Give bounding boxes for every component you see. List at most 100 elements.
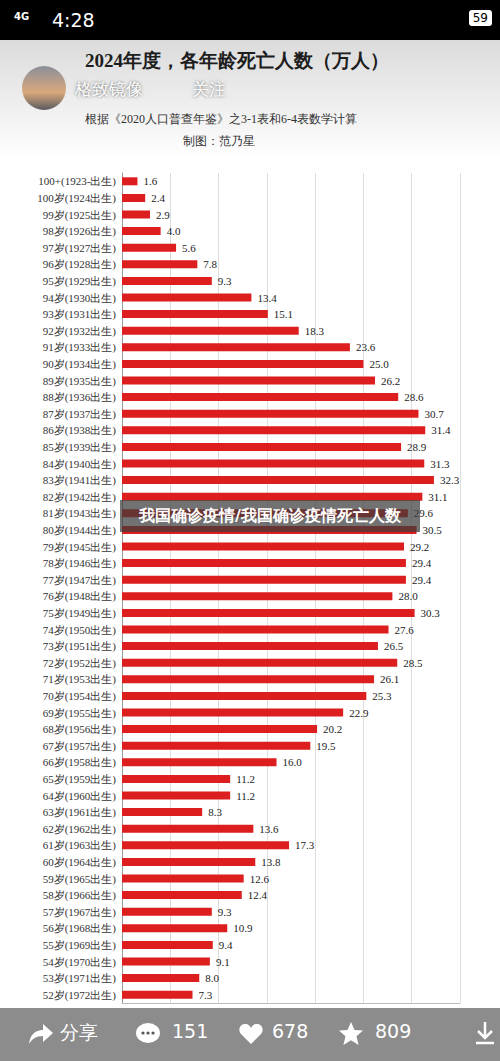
svg-text:60岁(1964出生): 60岁(1964出生)	[43, 856, 117, 869]
svg-text:25.3: 25.3	[372, 690, 392, 702]
svg-text:18.3: 18.3	[305, 325, 325, 337]
svg-text:64岁(1960出生): 64岁(1960出生)	[43, 790, 117, 803]
svg-text:59岁(1965出生): 59岁(1965出生)	[43, 873, 117, 886]
svg-text:13.4: 13.4	[257, 292, 277, 304]
svg-text:2.9: 2.9	[156, 209, 170, 221]
svg-text:31.1: 31.1	[428, 491, 447, 503]
svg-text:71岁(1953出生): 71岁(1953出生)	[43, 673, 117, 686]
svg-text:根据《2020人口普查年鉴》之3-1表和6-4表数学计算: 根据《2020人口普查年鉴》之3-1表和6-4表数学计算	[85, 112, 357, 126]
svg-text:65岁(1959出生): 65岁(1959出生)	[43, 773, 117, 786]
svg-text:28.6: 28.6	[404, 391, 424, 403]
svg-text:9.3: 9.3	[218, 275, 232, 287]
svg-text:13.6: 13.6	[259, 823, 279, 835]
svg-text:53岁(1971出生): 53岁(1971出生)	[43, 972, 117, 985]
svg-text:29.2: 29.2	[410, 541, 429, 553]
svg-text:11.2: 11.2	[236, 773, 255, 785]
svg-text:70岁(1954出生): 70岁(1954出生)	[43, 690, 117, 703]
svg-text:100+(1923-出生): 100+(1923-出生)	[38, 175, 116, 188]
svg-text:12.4: 12.4	[248, 889, 268, 901]
svg-text:67岁(1957出生): 67岁(1957出生)	[43, 740, 117, 753]
svg-text:10.9: 10.9	[233, 922, 253, 934]
svg-text:73岁(1951出生): 73岁(1951出生)	[43, 640, 117, 653]
svg-text:2.4: 2.4	[151, 192, 165, 204]
svg-text:68岁(1956出生): 68岁(1956出生)	[43, 723, 117, 736]
svg-text:66岁(1958出生): 66岁(1958出生)	[43, 756, 117, 769]
svg-text:12.6: 12.6	[250, 873, 270, 885]
svg-text:29.4: 29.4	[412, 557, 432, 569]
svg-text:94岁(1930出生): 94岁(1930出生)	[43, 292, 117, 305]
svg-text:29.6: 29.6	[414, 507, 434, 519]
svg-text:27.6: 27.6	[395, 624, 415, 636]
svg-text:5.6: 5.6	[182, 242, 196, 254]
svg-text:76岁(1948出生): 76岁(1948出生)	[43, 590, 117, 603]
svg-text:29.4: 29.4	[412, 574, 432, 586]
svg-text:1.6: 1.6	[143, 175, 157, 187]
svg-text:75岁(1949出生): 75岁(1949出生)	[43, 607, 117, 620]
svg-text:28.9: 28.9	[407, 441, 427, 453]
svg-text:26.2: 26.2	[381, 375, 400, 387]
svg-text:9.1: 9.1	[216, 956, 230, 968]
svg-text:11.2: 11.2	[236, 790, 255, 802]
svg-text:82岁(1942出生): 82岁(1942出生)	[43, 491, 117, 504]
svg-text:28.5: 28.5	[403, 657, 423, 669]
svg-text:92岁(1932出生): 92岁(1932出生)	[43, 325, 117, 338]
svg-text:89岁(1935出生): 89岁(1935出生)	[43, 375, 117, 388]
svg-text:31.3: 31.3	[430, 458, 450, 470]
svg-text:80岁(1944出生): 80岁(1944出生)	[43, 524, 117, 537]
svg-text:86岁(1938出生): 86岁(1938出生)	[43, 424, 117, 437]
svg-text:52岁(1972出生): 52岁(1972出生)	[43, 989, 117, 1002]
svg-text:22.9: 22.9	[349, 707, 369, 719]
svg-text:56岁(1968出生): 56岁(1968出生)	[43, 922, 117, 935]
svg-text:17.3: 17.3	[295, 839, 315, 851]
svg-text:54岁(1970出生): 54岁(1970出生)	[43, 956, 117, 969]
svg-text:7.8: 7.8	[203, 258, 217, 270]
svg-text:93岁(1931出生): 93岁(1931出生)	[43, 308, 117, 321]
svg-text:72岁(1952出生): 72岁(1952出生)	[43, 657, 117, 670]
svg-text:87岁(1937出生): 87岁(1937出生)	[43, 408, 117, 421]
svg-text:98岁(1926出生): 98岁(1926出生)	[43, 225, 117, 238]
svg-text:97岁(1927出生): 97岁(1927出生)	[43, 242, 117, 255]
svg-text:8.3: 8.3	[208, 806, 222, 818]
svg-text:30.3: 30.3	[421, 607, 441, 619]
svg-text:79岁(1945出生): 79岁(1945出生)	[43, 541, 117, 554]
svg-text:77岁(1947出生): 77岁(1947出生)	[43, 574, 117, 587]
svg-text:8.0: 8.0	[205, 972, 219, 984]
svg-text:61岁(1963出生): 61岁(1963出生)	[43, 839, 117, 852]
svg-text:9.3: 9.3	[218, 906, 232, 918]
svg-text:99岁(1925出生): 99岁(1925出生)	[43, 209, 117, 222]
svg-text:30.5: 30.5	[423, 524, 443, 536]
svg-text:85岁(1939出生): 85岁(1939出生)	[43, 441, 117, 454]
svg-text:7.3: 7.3	[198, 989, 212, 1001]
svg-text:88岁(1936出生): 88岁(1936出生)	[43, 391, 117, 404]
svg-text:2024年度，各年龄死亡人数（万人）: 2024年度，各年龄死亡人数（万人）	[85, 50, 389, 71]
svg-text:58岁(1966出生): 58岁(1966出生)	[43, 889, 117, 902]
svg-text:69岁(1955出生): 69岁(1955出生)	[43, 707, 117, 720]
svg-text:55岁(1969出生): 55岁(1969出生)	[43, 939, 117, 952]
svg-text:90岁(1934出生): 90岁(1934出生)	[43, 358, 117, 371]
svg-text:15.1: 15.1	[274, 308, 293, 320]
svg-text:83岁(1941出生): 83岁(1941出生)	[43, 474, 117, 487]
svg-text:26.5: 26.5	[384, 640, 404, 652]
svg-text:26.1: 26.1	[380, 673, 399, 685]
svg-text:62岁(1962出生): 62岁(1962出生)	[43, 823, 117, 836]
svg-text:32.3: 32.3	[440, 474, 460, 486]
svg-text:31.4: 31.4	[431, 424, 451, 436]
svg-text:25.0: 25.0	[369, 358, 389, 370]
svg-text:23.6: 23.6	[356, 341, 376, 353]
svg-text:95岁(1929出生): 95岁(1929出生)	[43, 275, 117, 288]
svg-text:78岁(1946出生): 78岁(1946出生)	[43, 557, 117, 570]
svg-text:96岁(1928出生): 96岁(1928出生)	[43, 258, 117, 271]
svg-text:57岁(1967出生): 57岁(1967出生)	[43, 906, 117, 919]
svg-text:4.0: 4.0	[167, 225, 181, 237]
svg-text:63岁(1961出生): 63岁(1961出生)	[43, 806, 117, 819]
svg-text:30.7: 30.7	[424, 408, 444, 420]
svg-text:16.0: 16.0	[283, 756, 303, 768]
svg-text:100岁(1924出生): 100岁(1924出生)	[37, 192, 116, 205]
svg-text:13.8: 13.8	[261, 856, 281, 868]
svg-text:91岁(1933出生): 91岁(1933出生)	[43, 341, 117, 354]
svg-text:9.4: 9.4	[219, 939, 233, 951]
svg-text:81岁(1943出生): 81岁(1943出生)	[43, 507, 117, 520]
svg-text:74岁(1950出生): 74岁(1950出生)	[43, 624, 117, 637]
svg-text:19.5: 19.5	[316, 740, 336, 752]
svg-text:20.2: 20.2	[323, 723, 342, 735]
